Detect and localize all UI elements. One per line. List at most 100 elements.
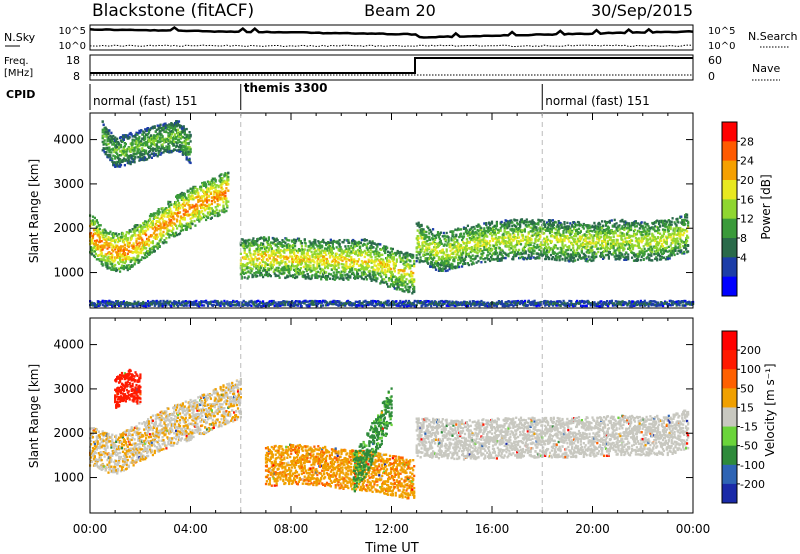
data-cell — [334, 260, 337, 263]
data-cell — [397, 283, 400, 287]
data-cell — [137, 261, 140, 264]
data-cell — [364, 260, 367, 263]
data-cell — [453, 236, 456, 239]
data-cell — [291, 257, 294, 261]
freq-left-label-2: [MHz] — [4, 68, 33, 79]
data-cell — [499, 251, 502, 254]
data-cell — [148, 225, 152, 229]
data-cell — [296, 249, 300, 253]
data-cell — [105, 233, 108, 236]
data-cell — [387, 259, 391, 262]
data-cell — [104, 263, 107, 267]
data-cell — [287, 248, 290, 252]
data-cell — [102, 238, 105, 241]
data-cell — [360, 253, 363, 257]
data-cell — [612, 235, 615, 238]
data-cell — [463, 257, 467, 260]
data-cell — [100, 252, 103, 255]
data-cell — [504, 240, 507, 243]
data-cell — [462, 250, 465, 253]
data-cell — [548, 248, 552, 252]
data-cell — [559, 234, 562, 237]
data-cell — [301, 248, 304, 251]
data-cell — [367, 254, 370, 257]
data-cell — [623, 240, 626, 243]
data-cell — [494, 246, 497, 250]
data-cell — [412, 256, 415, 259]
data-cell — [241, 238, 244, 241]
data-cell — [306, 253, 309, 257]
data-cell — [324, 251, 327, 254]
data-cell — [408, 287, 411, 290]
data-cell — [566, 256, 569, 260]
cpid-segment-label: normal (fast) 151 — [545, 94, 649, 108]
data-cell — [110, 238, 113, 241]
data-cell — [175, 224, 178, 227]
data-cell — [213, 214, 216, 217]
data-cell — [112, 236, 115, 239]
data-cell — [298, 249, 301, 252]
data-cell — [386, 283, 389, 286]
data-cell — [333, 240, 336, 243]
data-cell — [483, 240, 486, 243]
data-cell — [471, 254, 474, 257]
noise-strip: N.Sky 10^5 10^0 10^5 10^0 N.Search — [4, 24, 798, 52]
data-cell — [597, 234, 600, 237]
data-cell — [357, 251, 361, 254]
data-cell — [478, 232, 481, 235]
data-cell — [609, 243, 612, 246]
data-cell — [475, 238, 478, 242]
data-cell — [435, 242, 439, 245]
data-cell — [489, 244, 492, 247]
data-cell — [575, 248, 579, 251]
data-cell — [181, 206, 184, 209]
data-cell — [187, 189, 190, 192]
data-cell — [309, 264, 312, 267]
data-cell — [593, 242, 596, 245]
data-cell — [313, 268, 316, 272]
data-cell — [133, 247, 136, 250]
data-cell — [98, 236, 101, 239]
data-cell — [135, 240, 138, 243]
data-cell — [516, 243, 519, 246]
data-cell — [418, 260, 421, 264]
data-cell — [205, 207, 209, 210]
data-cell — [170, 203, 173, 207]
data-cell — [434, 243, 437, 246]
data-cell — [227, 171, 230, 175]
data-cell — [374, 252, 377, 255]
data-cell — [364, 262, 367, 265]
data-cell — [456, 240, 459, 243]
data-cell — [365, 278, 368, 281]
data-cell — [540, 253, 543, 256]
data-cell — [462, 251, 465, 255]
data-cell — [632, 223, 636, 227]
data-cell — [379, 282, 382, 285]
data-cell — [631, 256, 634, 259]
data-cell — [346, 254, 349, 257]
data-cell — [447, 263, 450, 266]
data-cell — [172, 213, 175, 216]
data-cell — [537, 239, 540, 242]
data-cell — [372, 250, 375, 254]
data-cell — [227, 200, 230, 203]
data-cell — [140, 258, 143, 261]
data-cell — [97, 224, 100, 227]
data-cell — [356, 270, 359, 273]
data-cell — [310, 243, 313, 246]
data-cell — [529, 222, 532, 226]
data-cell — [479, 233, 482, 237]
data-cell — [108, 251, 111, 254]
data-cell — [465, 238, 468, 241]
data-cell — [342, 263, 345, 266]
data-cell — [190, 213, 193, 216]
data-cell — [381, 253, 384, 256]
data-cell — [212, 181, 215, 184]
data-cell — [351, 267, 354, 270]
data-cell — [110, 252, 113, 255]
data-cell — [209, 192, 212, 195]
data-cell — [560, 251, 563, 254]
data-cell — [369, 275, 372, 279]
data-cell — [200, 187, 203, 190]
data-cell — [189, 217, 192, 220]
